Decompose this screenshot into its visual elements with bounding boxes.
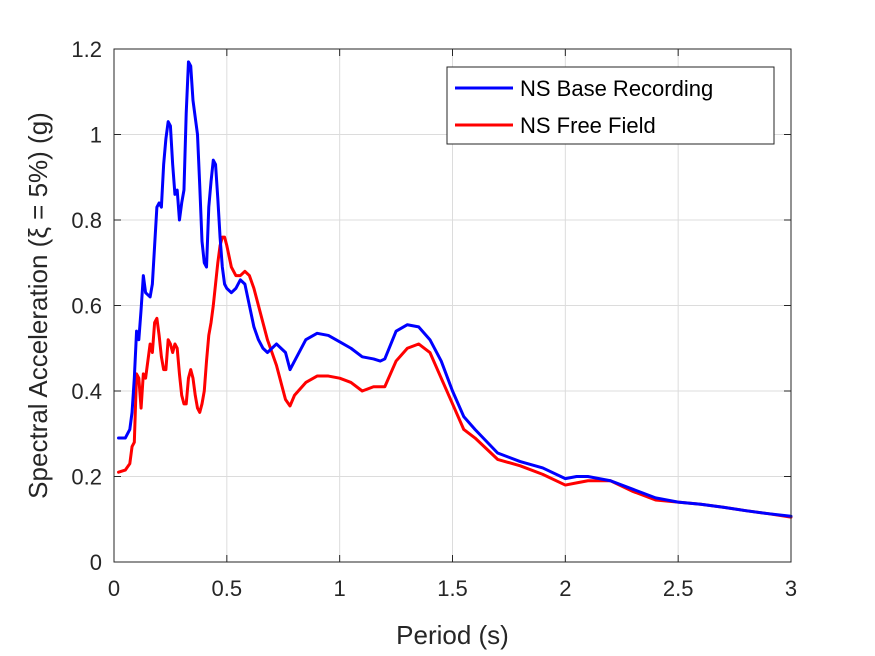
legend-box (446, 66, 775, 145)
y-tick-label: 1 (90, 123, 102, 148)
x-tick-label: 1.5 (437, 576, 468, 601)
x-tick-label: 0.5 (212, 576, 243, 601)
x-tick-label: 1 (334, 576, 346, 601)
legend-label-base-recording: NS Base Recording (520, 76, 713, 101)
x-tick-label: 0 (108, 576, 120, 601)
y-axis-label: Spectral Acceleration (ξ = 5%) (g) (23, 112, 53, 499)
legend: NS Base Recording NS Free Field (446, 66, 775, 145)
y-tick-label: 0.6 (71, 294, 102, 319)
x-axis-label: Period (s) (396, 620, 509, 650)
legend-label-free-field: NS Free Field (520, 113, 656, 138)
x-tick-label: 2.5 (663, 576, 694, 601)
series-line-ns-free-field (117, 235, 793, 519)
y-tick-label: 1.2 (71, 37, 102, 62)
series-line-ns-base-recording (117, 60, 793, 518)
ticks (113, 48, 792, 563)
y-tick-label: 0.2 (71, 465, 102, 490)
y-tick-label: 0 (90, 550, 102, 575)
x-tick-label: 3 (785, 576, 797, 601)
y-tick-label: 0.4 (71, 379, 102, 404)
series-layer (117, 60, 793, 519)
tick-labels: 0 0.5 1 1.5 2 2.5 3 0 0.2 0.4 0.6 0.8 1 1.2 (71, 37, 797, 601)
x-tick-label: 2 (559, 576, 571, 601)
y-tick-label: 0.8 (71, 208, 102, 233)
